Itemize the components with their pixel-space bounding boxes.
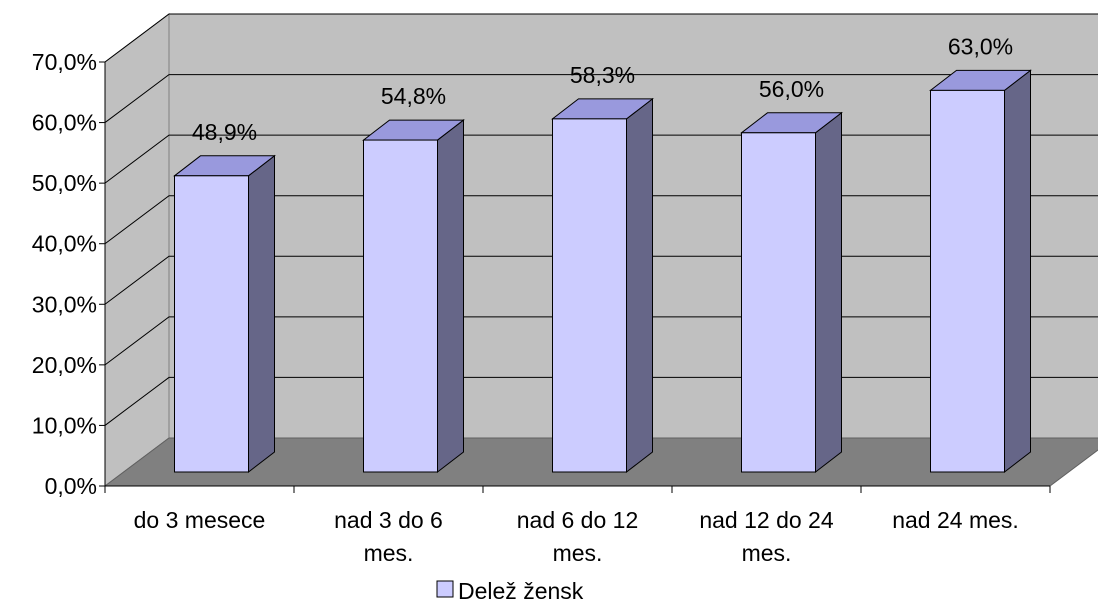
bar (929, 69, 1032, 474)
category-label-line: mes. (553, 540, 603, 566)
bar-side (626, 97, 653, 474)
bar-side (248, 154, 275, 474)
gridline (104, 74, 1098, 123)
value-labels: 48,9% 54,8% 58,3% 56,0% 63,0% (192, 33, 1013, 144)
category-label: nad 3 do 6 mes. (334, 507, 443, 566)
category-label: nad 24 mes. (892, 507, 1019, 533)
bar (362, 119, 465, 474)
y-tick-label: 30,0% (32, 291, 97, 317)
category-label-line: do 3 mesece (134, 507, 266, 533)
bar-front (174, 175, 249, 473)
category-label: nad 6 do 12 mes. (517, 507, 639, 566)
side-wall (104, 13, 170, 487)
category-label-line: mes. (364, 540, 414, 566)
legend-entry: Delež žensk (436, 578, 584, 604)
data-label: 58,3% (570, 62, 635, 88)
y-tick-label: 40,0% (32, 231, 97, 257)
bar-side (437, 119, 464, 474)
category-label: nad 12 do 24 mes. (699, 507, 834, 566)
data-label: 56,0% (759, 76, 824, 102)
legend-label: Delež žensk (458, 578, 584, 604)
category-label-line: nad 12 do 24 (699, 507, 834, 533)
y-tick-label: 10,0% (32, 412, 97, 438)
bar (173, 154, 276, 474)
bar-side (1004, 69, 1031, 474)
category-label-line: mes. (742, 540, 792, 566)
category-label-line: nad 3 do 6 (334, 507, 443, 533)
bar-front (552, 118, 627, 473)
data-label: 48,9% (192, 119, 257, 145)
category-label: do 3 mesece (134, 507, 266, 533)
legend: Delež žensk (436, 578, 584, 604)
bar-front (741, 132, 816, 473)
legend-swatch (436, 580, 454, 598)
data-label: 63,0% (948, 33, 1013, 59)
y-tick-label: 0,0% (45, 473, 97, 499)
bar (740, 111, 843, 474)
y-tick-label: 60,0% (32, 110, 97, 136)
x-axis: do 3 mesece nad 3 do 6 mes. nad 6 do 12 mes.… (104, 485, 1051, 566)
gridline (104, 13, 1098, 63)
bars (173, 69, 1032, 474)
category-label-line: nad 6 do 12 (517, 507, 639, 533)
category-label-line: nad 24 mes. (892, 507, 1019, 533)
bar-side (815, 111, 842, 474)
bar-front (363, 139, 438, 473)
data-label: 54,8% (381, 83, 446, 109)
bar-front (930, 89, 1005, 473)
y-tick-label: 20,0% (32, 352, 97, 378)
y-axis: 0,0% 10,0% 20,0% 30,0% 40,0% 50,0% 60,0% 70,0% (32, 49, 106, 499)
bar (551, 97, 654, 474)
y-tick-label: 70,0% (32, 49, 97, 75)
y-tick-label: 50,0% (32, 170, 97, 196)
